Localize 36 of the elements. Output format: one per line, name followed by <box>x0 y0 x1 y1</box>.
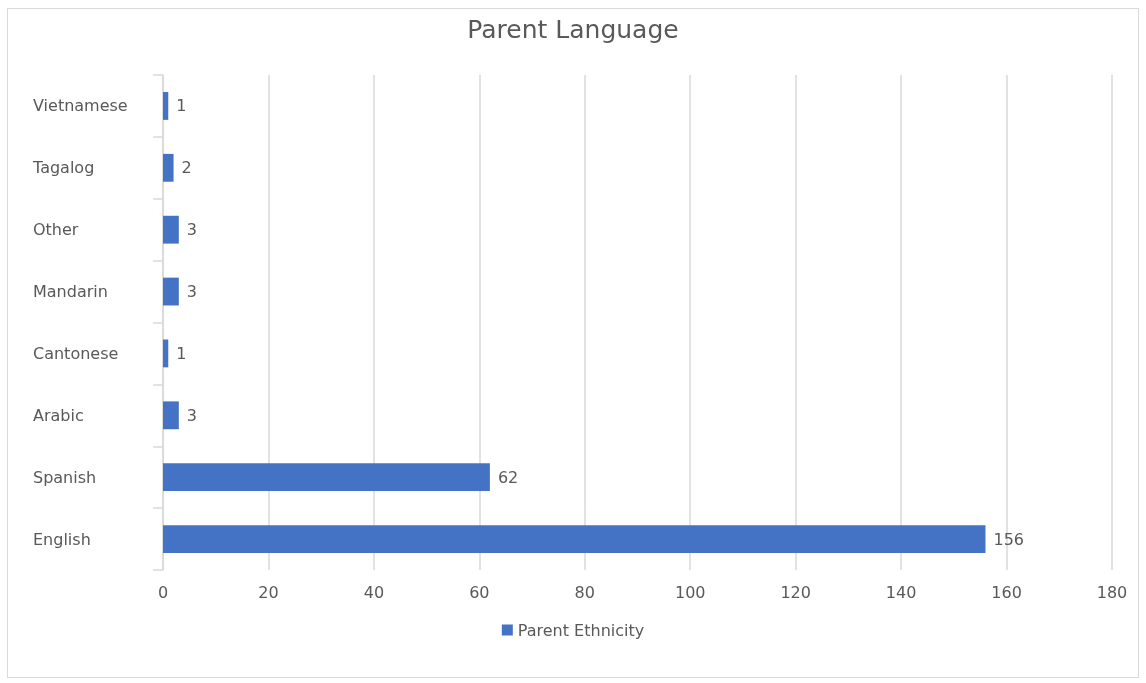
x-tick-label: 180 <box>1096 582 1128 602</box>
x-tick-label: 20 <box>258 582 279 602</box>
data-label: 1 <box>176 343 187 363</box>
x-tick-label: 100 <box>674 582 706 602</box>
bar <box>163 463 490 492</box>
x-tick-label: 60 <box>469 582 490 602</box>
data-label: 2 <box>181 158 192 178</box>
y-tick-label: Vietnamese <box>33 96 128 116</box>
x-tick-label: 120 <box>780 582 811 602</box>
x-tick-label: 0 <box>157 582 169 602</box>
y-tick-label: Spanish <box>33 467 97 487</box>
data-label: 156 <box>993 529 1025 549</box>
x-tick-label: 160 <box>991 582 1022 602</box>
x-tick-label: 40 <box>363 582 385 602</box>
data-label: 1 <box>176 96 187 116</box>
y-tick-label: Cantonese <box>33 343 119 363</box>
bar <box>163 525 986 553</box>
y-tick-label: Arabic <box>33 405 84 425</box>
x-tick-label: 140 <box>885 582 917 602</box>
chart-title: Parent Language <box>467 15 679 44</box>
bar <box>163 277 179 306</box>
x-tick-label: 80 <box>574 582 595 602</box>
y-tick-label: Mandarin <box>33 282 108 302</box>
bar <box>163 215 179 244</box>
data-label: 3 <box>186 220 197 240</box>
data-label: 3 <box>186 282 197 302</box>
bar <box>163 92 169 120</box>
bar <box>163 339 169 368</box>
y-tick-label: Tagalog <box>32 158 95 178</box>
y-tick-label: Other <box>33 220 79 240</box>
legend-label: Parent Ethnicity <box>517 620 645 640</box>
data-label: 3 <box>186 405 197 425</box>
y-tick-label: English <box>33 529 91 549</box>
bar <box>163 153 174 182</box>
data-label: 62 <box>497 467 519 487</box>
bar <box>163 401 179 430</box>
